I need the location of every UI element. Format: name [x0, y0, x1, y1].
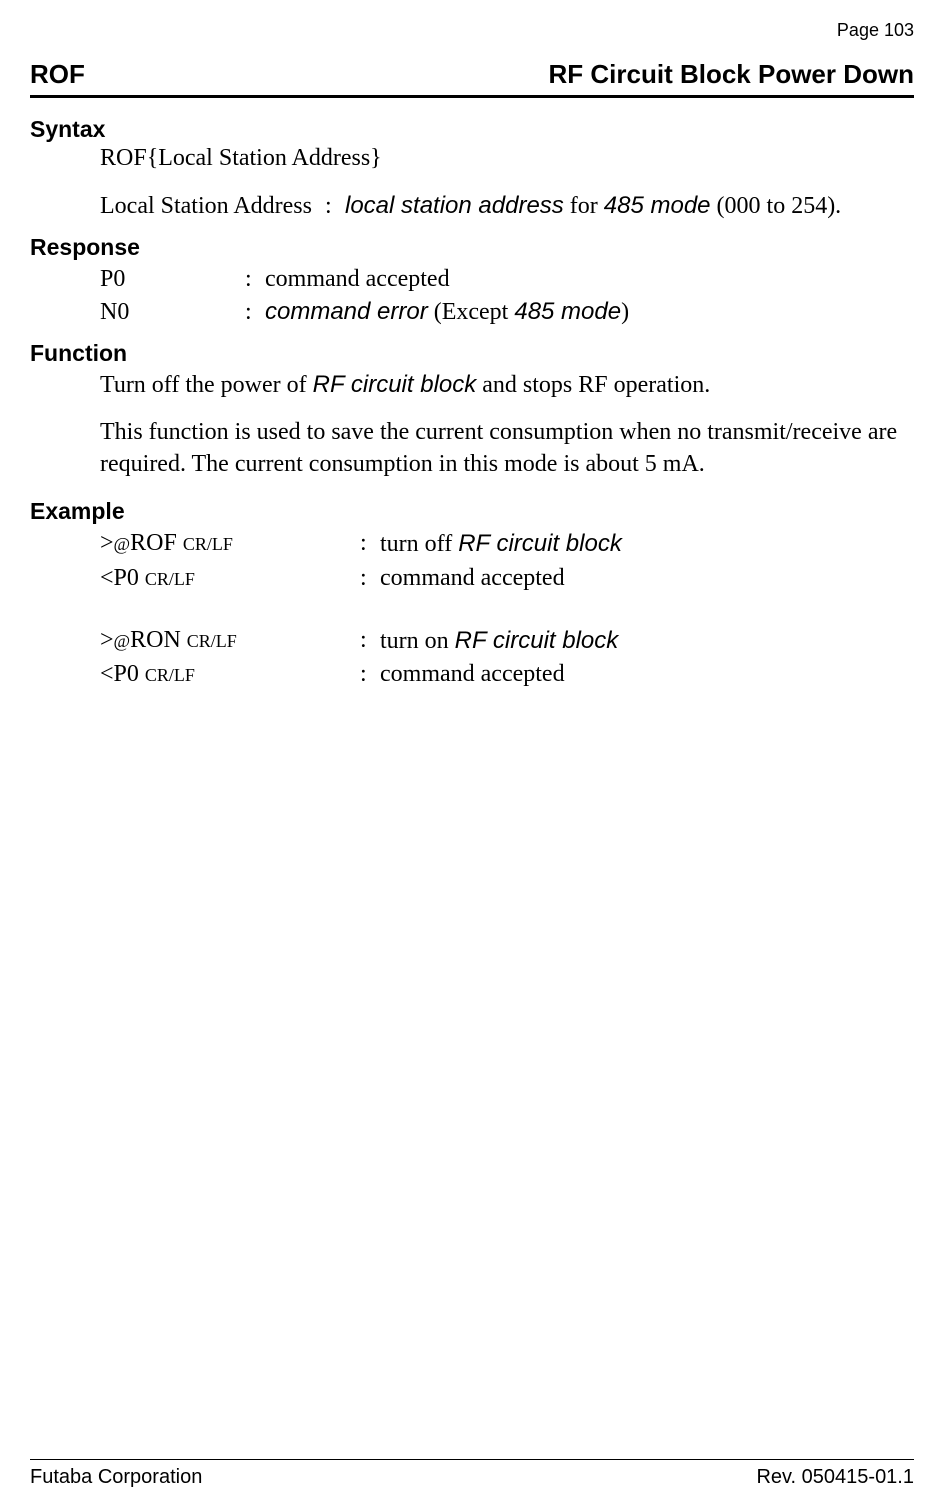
example-heading: Example — [30, 498, 914, 525]
example-prefix: > — [100, 627, 114, 653]
example-main: P0 — [114, 661, 145, 687]
example-colon: : — [360, 527, 380, 562]
function-line1-prefix: Turn off the power of — [100, 372, 313, 398]
example-row: <P0 CR/LF : command accepted — [100, 562, 914, 596]
example-crlf: CR/LF — [183, 534, 233, 554]
response-desc-mid: (Except — [428, 299, 515, 325]
example-at: @ — [114, 631, 131, 651]
example-main: ROF — [130, 530, 183, 556]
example-colon: : — [360, 658, 380, 692]
command-name: ROF — [30, 59, 85, 90]
response-desc: command accepted — [265, 263, 450, 295]
example-crlf: CR/LF — [145, 665, 195, 685]
response-row: N0 : command error (Except 485 mode) — [100, 296, 914, 328]
page-footer: Futaba Corporation Rev. 050415-01.1 — [30, 1459, 914, 1489]
example-row: >@RON CR/LF : turn on RF circuit block — [100, 624, 914, 659]
example-crlf: CR/LF — [145, 569, 195, 589]
example-prefix: > — [100, 530, 114, 556]
response-row: P0 : command accepted — [100, 263, 914, 295]
response-heading: Response — [30, 234, 914, 261]
command-header: ROF RF Circuit Block Power Down — [30, 59, 914, 98]
syntax-line: ROF{Local Station Address} — [100, 145, 914, 172]
example-main: RON — [130, 627, 187, 653]
param-colon: : — [325, 190, 345, 222]
response-code: P0 — [100, 263, 245, 295]
param-desc-mid: for — [564, 193, 604, 219]
example-desc-prefix: turn off — [380, 531, 458, 557]
param-desc-suffix: (000 to 254). — [711, 193, 842, 219]
example-cmd: >@ROF CR/LF — [100, 527, 360, 562]
example-desc: turn off RF circuit block — [380, 527, 622, 562]
response-colon: : — [245, 263, 265, 295]
syntax-heading: Syntax — [30, 116, 914, 143]
response-code: N0 — [100, 296, 245, 328]
footer-left: Futaba Corporation — [30, 1466, 202, 1489]
example-main: P0 — [114, 565, 145, 591]
function-line1-italic: RF circuit block — [313, 371, 477, 398]
example-spacer — [30, 596, 914, 624]
response-desc-suffix: ) — [621, 299, 629, 325]
response-colon: : — [245, 296, 265, 328]
syntax-param-row: Local Station Address : local station ad… — [100, 190, 914, 222]
example-colon: : — [360, 624, 380, 659]
footer-right: Rev. 050415-01.1 — [756, 1466, 914, 1489]
function-line1-suffix: and stops RF operation. — [476, 372, 710, 398]
page-number: Page 103 — [30, 20, 914, 41]
example-colon: : — [360, 562, 380, 596]
example-prefix: < — [100, 565, 114, 591]
example-desc: turn on RF circuit block — [380, 624, 618, 659]
function-paragraph: This function is used to save the curren… — [100, 416, 914, 481]
example-desc-italic: RF circuit block — [455, 627, 619, 654]
example-crlf: CR/LF — [187, 631, 237, 651]
example-desc-prefix: turn on — [380, 628, 455, 654]
param-desc-italic1: local station address — [345, 192, 564, 219]
param-desc: local station address for 485 mode (000 … — [345, 190, 914, 222]
example-at: @ — [114, 534, 131, 554]
response-desc-italic: command error — [265, 298, 428, 325]
response-desc-italic2: 485 mode — [514, 298, 621, 325]
example-desc: command accepted — [380, 658, 565, 692]
param-desc-italic2: 485 mode — [604, 192, 711, 219]
example-desc: command accepted — [380, 562, 565, 596]
example-cmd: <P0 CR/LF — [100, 658, 360, 692]
command-title: RF Circuit Block Power Down — [549, 59, 915, 90]
example-desc-italic: RF circuit block — [458, 530, 622, 557]
function-heading: Function — [30, 340, 914, 367]
example-row: >@ROF CR/LF : turn off RF circuit block — [100, 527, 914, 562]
example-prefix: < — [100, 661, 114, 687]
function-line1: Turn off the power of RF circuit block a… — [100, 369, 914, 401]
example-cmd: <P0 CR/LF — [100, 562, 360, 596]
example-cmd: >@RON CR/LF — [100, 624, 360, 659]
example-row: <P0 CR/LF : command accepted — [100, 658, 914, 692]
response-desc: command error (Except 485 mode) — [265, 296, 629, 328]
param-label: Local Station Address — [100, 190, 325, 222]
